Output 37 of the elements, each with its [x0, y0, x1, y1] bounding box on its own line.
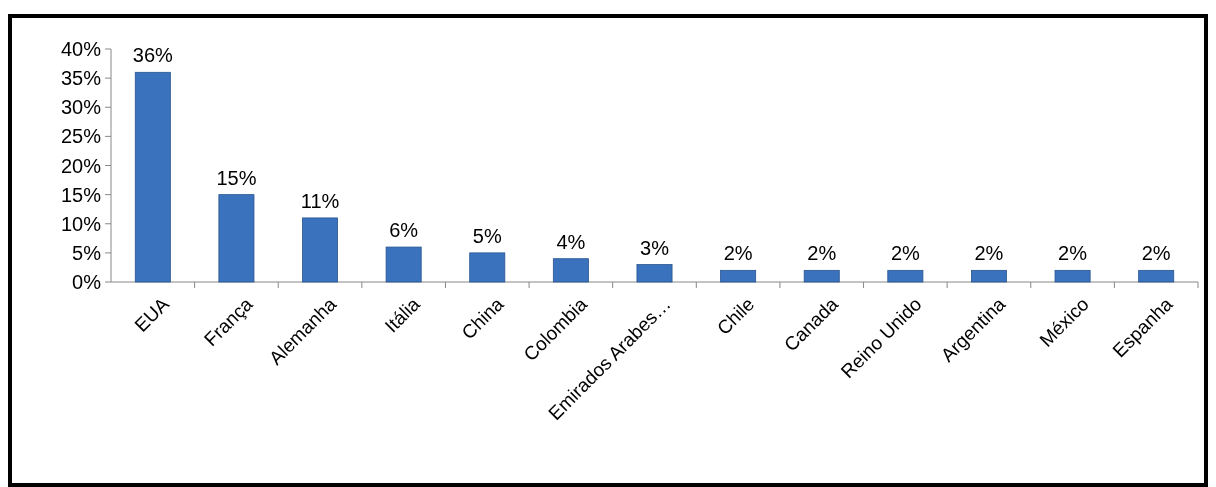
x-tick-label: EUA [130, 293, 174, 336]
data-label: 6% [389, 219, 419, 242]
data-label: 36% [132, 44, 174, 67]
bar [469, 252, 506, 283]
y-tick-label: 30% [60, 96, 102, 119]
data-label: 3% [640, 236, 670, 259]
bar [385, 246, 422, 283]
bar [1054, 269, 1091, 283]
bar [134, 71, 171, 283]
data-label: 15% [216, 166, 257, 189]
y-tick-label: 35% [60, 67, 102, 90]
bar [803, 269, 840, 283]
data-label: 2% [1141, 242, 1171, 265]
bar [1138, 269, 1175, 283]
bar [971, 269, 1007, 283]
x-tick-label: Itália [380, 293, 425, 337]
bar [636, 264, 673, 283]
y-tick-label: 0% [72, 271, 102, 293]
y-tick-label: 40% [60, 38, 102, 60]
bar [720, 269, 757, 283]
data-label: 2% [974, 242, 1004, 265]
bar [887, 269, 924, 283]
y-tick-label: 10% [60, 212, 102, 235]
data-label: 2% [890, 242, 921, 265]
data-label: 2% [807, 242, 837, 265]
y-tick-label: 15% [60, 183, 102, 206]
y-tick-label: 25% [60, 125, 102, 148]
bar [552, 258, 589, 283]
bar [302, 217, 338, 283]
data-label: 11% [300, 189, 340, 212]
y-tick-label: 20% [60, 154, 102, 177]
data-label: 5% [472, 224, 502, 247]
data-label: 2% [723, 242, 753, 265]
y-tick-label: 5% [72, 241, 102, 264]
data-label: 4% [556, 230, 586, 253]
data-label: 2% [1058, 242, 1088, 265]
bar [218, 194, 255, 283]
